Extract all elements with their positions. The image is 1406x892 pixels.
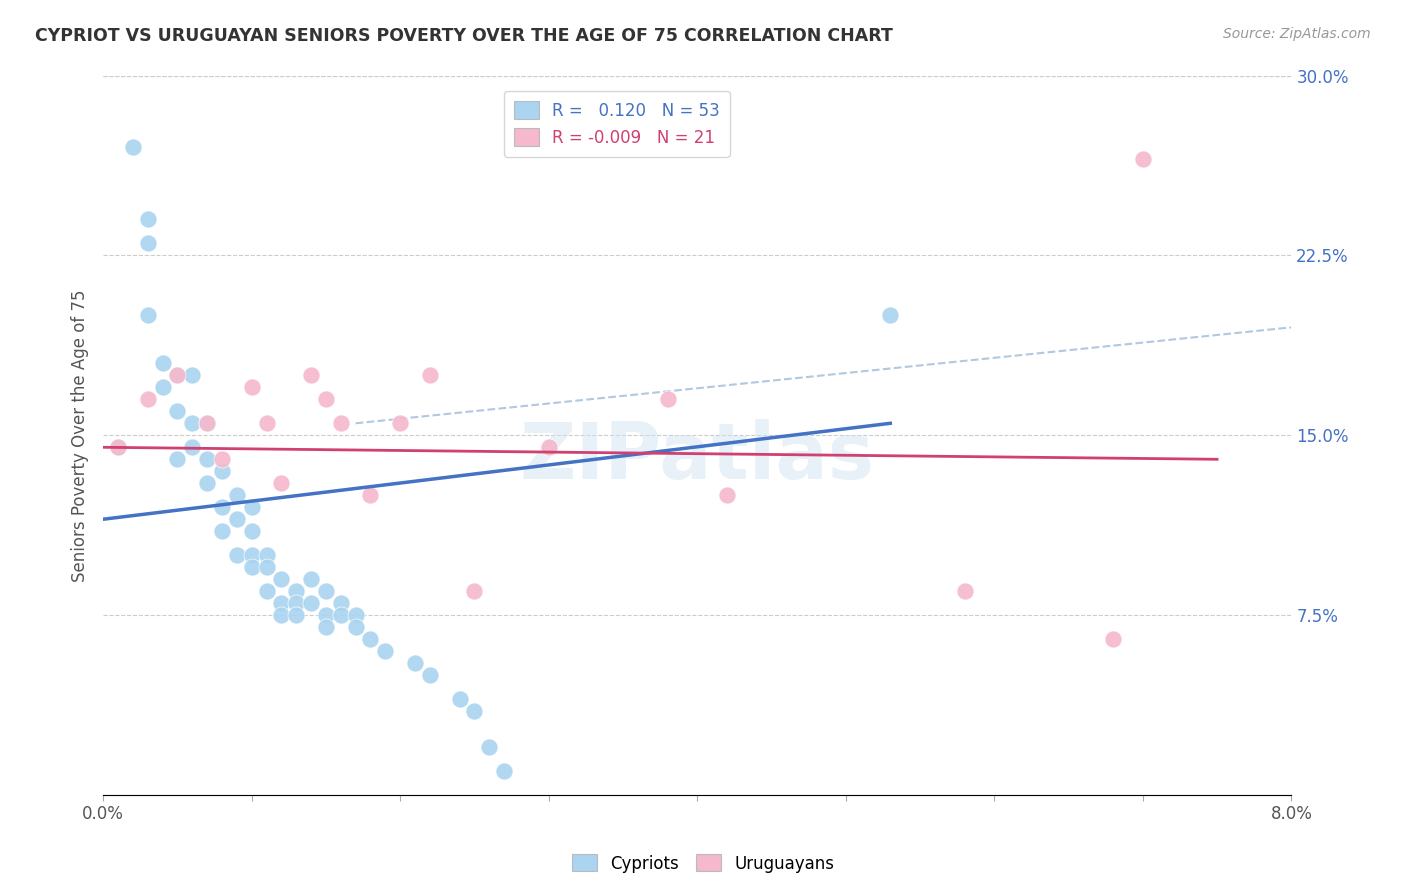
Point xyxy=(537,440,560,454)
Point xyxy=(256,548,278,562)
Point xyxy=(315,584,337,599)
Point xyxy=(225,548,247,562)
Legend: R =   0.120   N = 53, R = -0.009   N = 21: R = 0.120 N = 53, R = -0.009 N = 21 xyxy=(503,91,730,157)
Point xyxy=(657,392,679,407)
Point xyxy=(374,644,396,658)
Point xyxy=(285,584,308,599)
Point xyxy=(285,596,308,610)
Point xyxy=(225,488,247,502)
Point xyxy=(463,704,485,718)
Point xyxy=(299,596,322,610)
Point xyxy=(121,140,143,154)
Point xyxy=(152,356,174,370)
Point xyxy=(256,417,278,431)
Point xyxy=(494,764,516,778)
Point xyxy=(107,440,129,454)
Point xyxy=(270,572,292,586)
Point xyxy=(344,620,367,634)
Point xyxy=(195,476,218,491)
Point xyxy=(315,392,337,407)
Point xyxy=(299,572,322,586)
Point xyxy=(240,560,263,574)
Point xyxy=(211,524,233,539)
Point xyxy=(136,236,159,251)
Y-axis label: Seniors Poverty Over the Age of 75: Seniors Poverty Over the Age of 75 xyxy=(72,289,89,582)
Point xyxy=(195,452,218,467)
Point xyxy=(419,668,441,682)
Point xyxy=(478,740,501,755)
Point xyxy=(136,309,159,323)
Point xyxy=(315,620,337,634)
Point xyxy=(329,596,352,610)
Point xyxy=(344,608,367,623)
Point xyxy=(240,548,263,562)
Point xyxy=(166,368,188,383)
Point xyxy=(270,476,292,491)
Point xyxy=(716,488,738,502)
Point xyxy=(359,488,381,502)
Point xyxy=(181,440,204,454)
Point xyxy=(166,368,188,383)
Point xyxy=(1102,632,1125,647)
Point xyxy=(211,464,233,478)
Point xyxy=(953,584,976,599)
Point xyxy=(1132,153,1154,167)
Point xyxy=(240,524,263,539)
Point xyxy=(404,656,426,670)
Point xyxy=(299,368,322,383)
Point xyxy=(256,584,278,599)
Point xyxy=(463,584,485,599)
Point xyxy=(166,404,188,418)
Point xyxy=(152,380,174,394)
Point xyxy=(136,392,159,407)
Point xyxy=(225,512,247,526)
Point xyxy=(181,368,204,383)
Point xyxy=(389,417,412,431)
Text: Source: ZipAtlas.com: Source: ZipAtlas.com xyxy=(1223,27,1371,41)
Point xyxy=(211,452,233,467)
Point xyxy=(329,608,352,623)
Legend: Cypriots, Uruguayans: Cypriots, Uruguayans xyxy=(565,847,841,880)
Point xyxy=(166,452,188,467)
Point xyxy=(195,417,218,431)
Point xyxy=(195,417,218,431)
Text: CYPRIOT VS URUGUAYAN SENIORS POVERTY OVER THE AGE OF 75 CORRELATION CHART: CYPRIOT VS URUGUAYAN SENIORS POVERTY OVE… xyxy=(35,27,893,45)
Point xyxy=(270,596,292,610)
Point xyxy=(240,380,263,394)
Point xyxy=(419,368,441,383)
Point xyxy=(879,309,901,323)
Point xyxy=(107,440,129,454)
Point xyxy=(136,212,159,227)
Point xyxy=(359,632,381,647)
Text: ZIPatlas: ZIPatlas xyxy=(520,419,875,495)
Point xyxy=(256,560,278,574)
Point xyxy=(270,608,292,623)
Point xyxy=(240,500,263,515)
Point xyxy=(211,500,233,515)
Point xyxy=(181,417,204,431)
Point xyxy=(285,608,308,623)
Point xyxy=(329,417,352,431)
Point xyxy=(315,608,337,623)
Point xyxy=(449,692,471,706)
